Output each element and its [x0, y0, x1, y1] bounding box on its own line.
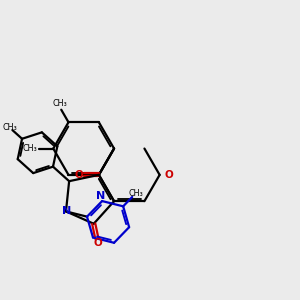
Text: CH₃: CH₃ [128, 189, 143, 198]
Text: N: N [62, 206, 71, 216]
Text: CH₃: CH₃ [2, 123, 17, 132]
Text: CH₃: CH₃ [22, 144, 37, 153]
Text: O: O [74, 170, 83, 180]
Text: N: N [96, 191, 105, 201]
Text: CH₃: CH₃ [52, 99, 67, 108]
Text: O: O [94, 238, 102, 248]
Text: O: O [165, 170, 174, 180]
